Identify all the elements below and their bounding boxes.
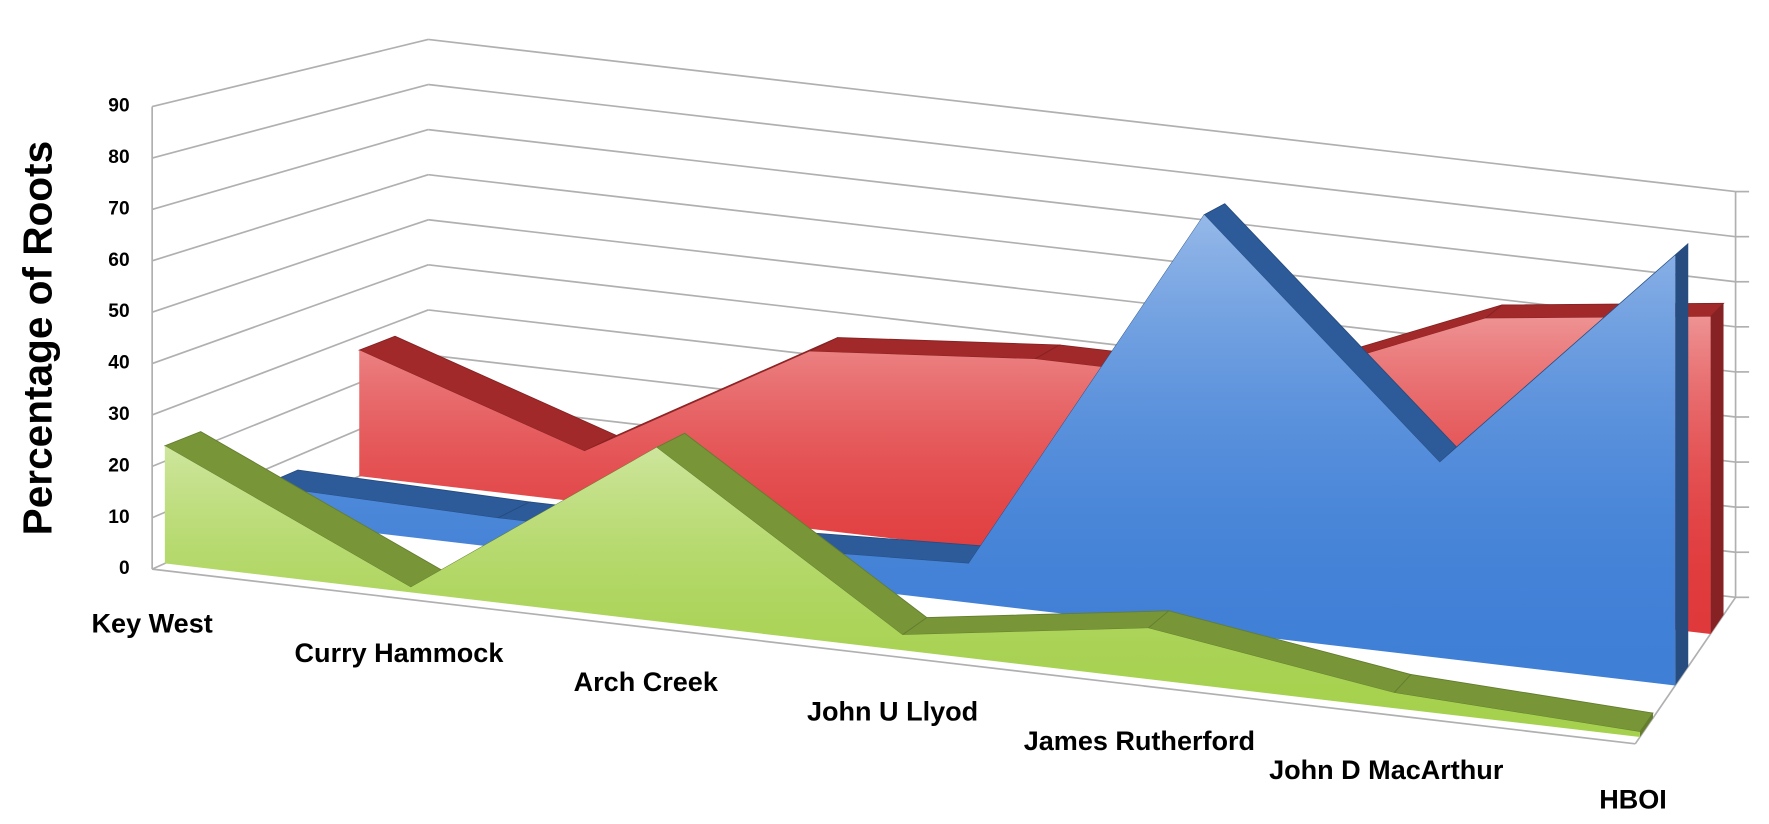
grid-line [428, 38, 1736, 193]
x-tick-label: HBOI [1599, 784, 1667, 814]
grid-line [151, 218, 429, 313]
y-tick-label: 90 [108, 96, 129, 117]
x-tick-label: Key West [92, 609, 213, 639]
grid-line [428, 173, 1736, 328]
grid-line [428, 128, 1736, 283]
x-tick-label: James Rutherford [1024, 726, 1255, 756]
x-tick-label: John U Llyod [807, 697, 978, 727]
area-side [1710, 303, 1724, 634]
y-tick-label: 70 [108, 198, 129, 219]
floor-edge [152, 568, 1636, 745]
area-shine [164, 445, 1640, 738]
grid-line [151, 264, 429, 365]
area-shine [262, 214, 1676, 686]
grid-line [428, 83, 1736, 238]
grid-line [151, 309, 429, 416]
y-tick-label: 0 [119, 558, 130, 579]
y-tick-label: 80 [108, 147, 129, 168]
grid-line [151, 173, 429, 262]
y-tick-label: 10 [108, 507, 129, 528]
y-axis-label: Percentage of Roots [14, 141, 60, 535]
y-tick-label: 20 [108, 455, 129, 476]
grid-line [151, 128, 429, 211]
grid-line [151, 38, 429, 108]
y-tick-label: 30 [108, 404, 129, 425]
x-tick-label: John D MacArthur [1269, 755, 1504, 785]
area-side [1639, 713, 1653, 738]
y-tick-label: 40 [108, 353, 129, 374]
y-tick-label: 50 [108, 301, 129, 322]
plot: Percentage of Roots 0 10 20 30 40 50 60 70 80 90 K… [14, 38, 1750, 814]
x-tick-label: Arch Creek [574, 667, 719, 697]
grid-line [151, 83, 429, 159]
x-tick-label: Curry Hammock [295, 638, 505, 668]
y-tick-label: 60 [108, 250, 129, 271]
area-side [1675, 243, 1689, 686]
